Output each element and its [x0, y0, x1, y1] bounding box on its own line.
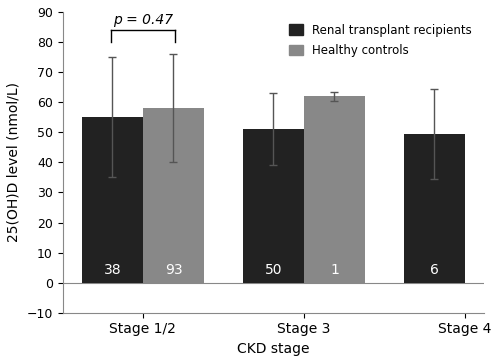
Text: p = 0.47: p = 0.47	[113, 13, 173, 27]
Text: 50: 50	[264, 263, 282, 277]
Y-axis label: 25(OH)D level (nmol/L): 25(OH)D level (nmol/L)	[7, 82, 21, 242]
Bar	[404, 134, 465, 283]
Text: 38: 38	[104, 263, 121, 277]
Text: 93: 93	[164, 263, 182, 277]
Bar	[82, 117, 143, 283]
Bar	[242, 129, 304, 283]
Legend: Renal transplant recipients, Healthy controls: Renal transplant recipients, Healthy con…	[283, 18, 478, 63]
Bar	[304, 96, 365, 283]
Text: 1: 1	[330, 263, 339, 277]
Text: 6: 6	[430, 263, 438, 277]
X-axis label: CKD stage: CKD stage	[237, 342, 310, 356]
Bar	[143, 108, 204, 283]
